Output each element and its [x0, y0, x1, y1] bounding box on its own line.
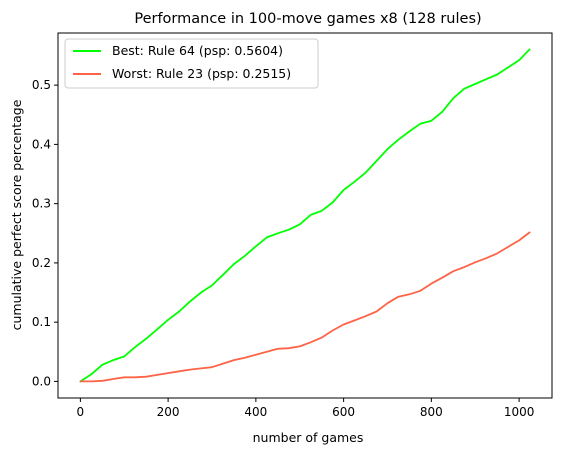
x-tick-label: 400: [244, 405, 267, 419]
y-axis-label: cumulative perfect score percentage: [9, 99, 24, 330]
legend-label-worst: Worst: Rule 23 (psp: 0.2515): [112, 66, 291, 81]
x-tick-label: 0: [77, 405, 85, 419]
series-layer: [79, 48, 531, 383]
y-tick-label: 0.5: [32, 78, 51, 92]
x-tick-label: 800: [420, 405, 443, 419]
plot-frame: [57, 32, 553, 399]
series-line-best: [79, 48, 531, 383]
x-axis-label: number of games: [253, 430, 364, 445]
y-tick-label: 0.4: [32, 137, 51, 151]
legend: Best: Rule 64 (psp: 0.5604) Worst: Rule …: [64, 38, 319, 89]
y-axis: 0.0 0.1 0.2 0.3 0.4 0.5: [32, 78, 58, 388]
legend-label-best: Best: Rule 64 (psp: 0.5604): [112, 43, 283, 58]
y-tick-label: 0.0: [32, 374, 51, 388]
x-tick-label: 1000: [504, 405, 535, 419]
legend-box: [64, 38, 319, 89]
chart-title: Performance in 100-move games x8 (128 ru…: [134, 11, 481, 27]
x-tick-label: 200: [157, 405, 180, 419]
x-tick-label: 600: [332, 405, 355, 419]
x-axis: 0 200 400 600 800 1000: [77, 398, 535, 419]
y-tick-label: 0.3: [32, 197, 51, 211]
y-tick-label: 0.1: [32, 315, 51, 329]
series-line-worst: [79, 231, 531, 383]
y-tick-label: 0.2: [32, 256, 51, 270]
